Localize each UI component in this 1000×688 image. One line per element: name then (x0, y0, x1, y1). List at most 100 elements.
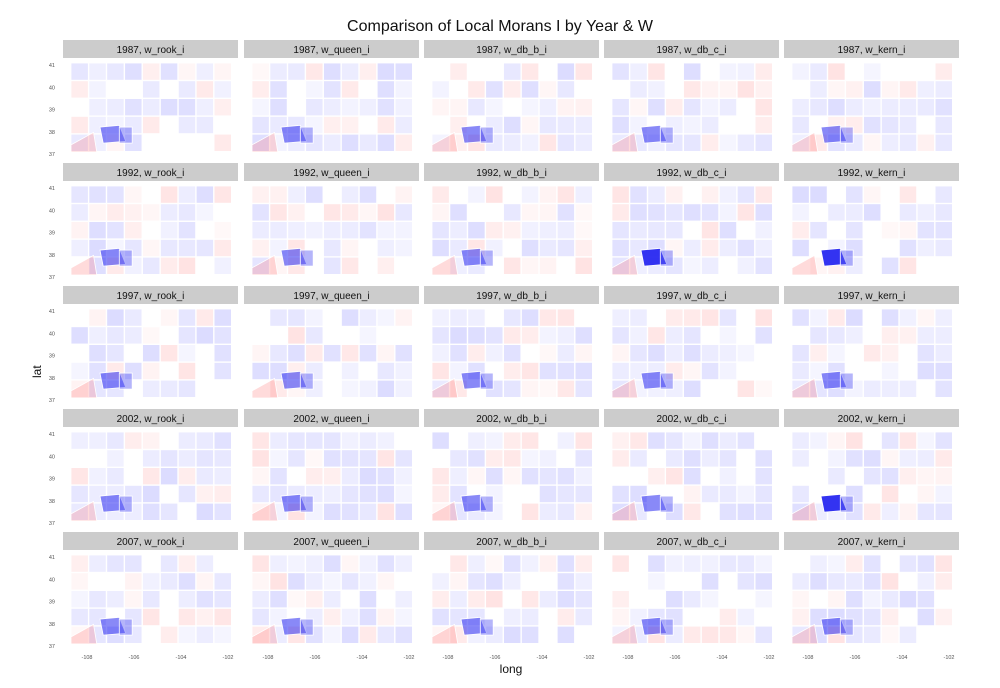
county-cell (881, 238, 900, 257)
county-cell (898, 572, 918, 591)
county-cell (106, 449, 125, 468)
county-cell (701, 590, 720, 609)
county-cell (195, 133, 214, 152)
county-cell (665, 80, 684, 99)
county-cell (521, 133, 540, 152)
county-cell (124, 554, 143, 573)
county-cell (88, 449, 107, 468)
county-cell (394, 449, 413, 468)
county-cell (358, 467, 378, 486)
county-cell (376, 221, 395, 240)
county-cell (88, 326, 107, 345)
county-cell (916, 80, 935, 99)
y-tick-label: 38 (49, 622, 55, 628)
facet-panel: 1987, w_rook_i 41 40 39 38 37 (49, 40, 238, 158)
county-cell (467, 344, 486, 363)
county-cell (934, 608, 953, 627)
county-cell (177, 590, 197, 609)
county-cell (195, 238, 214, 257)
county-cell (736, 80, 755, 99)
county-cell (701, 80, 720, 99)
county-cell (269, 590, 288, 609)
county-cell (916, 133, 935, 152)
county-cell (287, 590, 306, 609)
county-cell (881, 116, 900, 135)
county-cell (142, 502, 161, 521)
county-cell (70, 80, 89, 99)
county-cell (538, 238, 558, 257)
county-cell (160, 467, 179, 486)
county-cell (556, 449, 575, 468)
county-cell (195, 62, 214, 81)
county-cell (934, 62, 953, 81)
county-cell (142, 133, 161, 152)
facet-panel: 1997, w_db_c_i (604, 286, 779, 399)
county-cell (898, 361, 918, 380)
county-cell (358, 449, 378, 468)
county-cell (160, 185, 179, 204)
county-cell (863, 625, 882, 644)
county-cell (791, 361, 810, 380)
county-cell (485, 590, 504, 609)
county-cell (70, 308, 89, 327)
county-cell (376, 80, 395, 99)
county-cell (881, 203, 900, 222)
county-cell (376, 98, 395, 117)
hotspot-county (118, 372, 133, 390)
county-cell (269, 554, 288, 573)
county-cell (106, 572, 125, 591)
county-cell (791, 484, 810, 503)
county-cell (556, 221, 575, 240)
county-cell (124, 80, 143, 99)
county-cell (160, 116, 179, 135)
county-cell (736, 344, 755, 363)
county-cell (791, 116, 810, 135)
facet-strip (63, 532, 238, 550)
county-cell (70, 344, 89, 363)
x-tick-label: -104 (356, 655, 367, 661)
county-cell (467, 221, 486, 240)
county-cell (358, 326, 378, 345)
county-cell (485, 361, 504, 380)
county-cell (251, 467, 270, 486)
county-cell (827, 185, 846, 204)
county-cell (916, 449, 935, 468)
county-cell (718, 221, 738, 240)
county-cell (323, 344, 342, 363)
county-cell (916, 608, 935, 627)
county-cell (485, 572, 504, 591)
county-cell (521, 572, 540, 591)
county-cell (556, 62, 575, 81)
county-cell (213, 361, 232, 380)
county-cell (916, 116, 935, 135)
county-cell (88, 572, 107, 591)
county-cell (556, 308, 575, 327)
county-cell (538, 554, 558, 573)
county-cell (574, 308, 593, 327)
county-cell (863, 572, 882, 591)
county-cell (323, 62, 342, 81)
county-cell (213, 449, 232, 468)
county-cell (449, 98, 468, 117)
county-cell (701, 62, 720, 81)
county-cell (683, 308, 702, 327)
county-cell (845, 608, 864, 627)
county-cell (647, 62, 666, 81)
county-cell (665, 116, 684, 135)
county-cell (341, 484, 360, 503)
county-cell (863, 133, 882, 152)
x-tick-label: -102 (222, 655, 233, 661)
facet-label: 1997, w_db_c_i (656, 291, 726, 302)
county-cell (160, 62, 179, 81)
county-cell (754, 449, 773, 468)
county-cell (305, 238, 324, 257)
y-tick-label: 39 (49, 354, 55, 360)
county-cell (160, 608, 179, 627)
county-cell (863, 484, 882, 503)
facet-panel: 2002, w_queen_i (244, 409, 419, 522)
county-cell (503, 625, 522, 644)
county-cell (521, 590, 540, 609)
coldspot-county (611, 254, 639, 276)
county-cell (195, 449, 214, 468)
county-cell (521, 308, 540, 327)
